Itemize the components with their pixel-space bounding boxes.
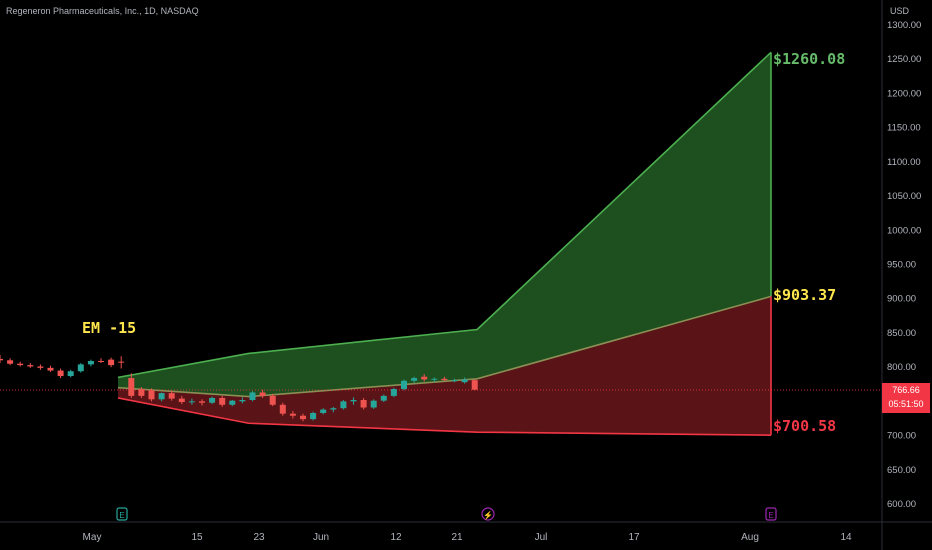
candle-body [451,380,458,382]
y-tick-label: 900.00 [887,294,916,305]
candle-body [380,395,387,401]
x-tick-label: 14 [840,532,852,543]
bar-countdown: 05:51:50 [888,399,924,409]
candle-body [158,393,165,400]
candle-body [219,397,226,405]
candle-body [199,401,205,403]
earnings-marker [481,507,495,521]
y-tick-label: 800.00 [887,362,916,373]
lower-band-area [118,296,771,436]
y-tick-label: 1200.00 [887,88,921,99]
candle-body [249,392,256,400]
candle-body [57,370,64,377]
candle-body [128,378,135,396]
candle-body [461,379,468,383]
x-tick-label: Jul [535,532,548,543]
candle-body [67,371,74,377]
candle-body [320,409,327,413]
candle-body [421,376,428,380]
y-tick-label: 1250.00 [887,54,921,65]
candle-body [138,389,145,396]
candle-body [17,363,24,366]
upper-band-label: $1260.08 [773,50,846,68]
candle-body [370,400,377,408]
x-tick-label: 23 [253,532,265,543]
candle-body [98,360,104,362]
candle-body [108,359,115,366]
candle-body [279,404,286,414]
candle-body [350,399,357,402]
x-tick-label: 17 [628,532,640,543]
event-marker-label: ⚡ [483,510,493,520]
candle-body [229,400,236,405]
candle-body [401,380,407,390]
upper-band-area [118,52,771,397]
mid-band-line [117,295,772,398]
earnings-marker [116,507,128,521]
candle-body [47,367,54,371]
candle-body [259,392,266,396]
candle-body [209,397,216,403]
candle-body [168,393,175,399]
y-tick-label: 650.00 [887,465,916,476]
y-tick-label: 850.00 [887,328,916,339]
x-tick-label: Jun [313,532,329,543]
x-tick-label: 15 [191,532,203,543]
y-tick-label: 1100.00 [887,157,921,168]
candle-body [188,401,195,403]
chart-title: Regeneron Pharmaceuticals, Inc., 1D, NAS… [6,6,199,16]
candle-body [431,378,438,380]
candle-body [411,378,418,381]
candle-body [289,413,296,416]
y-tick-label: 1000.00 [887,225,921,236]
candle-body [87,360,94,365]
em-annotation: EM -15 [82,319,137,337]
y-tick-label: 950.00 [887,260,916,271]
candle-body [390,389,397,396]
lower-band-label: $700.58 [773,417,837,435]
last-price-tag: 766.66 05:51:50 [882,383,930,413]
candle-body [27,365,34,367]
candle-body [0,358,3,361]
candle-body [239,399,246,402]
candle-body [441,378,448,381]
candle-body [7,360,14,364]
candle-body [77,364,84,372]
y-tick-label: 700.00 [887,431,916,442]
candle-body [37,366,44,368]
candle-body [148,390,155,400]
y-tick-label: 600.00 [887,499,916,510]
x-tick-label: May [83,532,102,543]
candle-body [310,412,317,420]
earnings-marker [765,507,777,521]
candle-body [300,415,306,420]
candle-body [118,361,125,363]
last-price-value: 766.66 [892,385,920,395]
mid-band-label: $903.37 [773,286,837,304]
lower-band-line [117,397,772,436]
x-tick-label: 21 [451,532,463,543]
candle-body [360,399,367,408]
x-tick-label: Aug [741,532,759,543]
event-marker-label: E [768,511,773,520]
y-tick-label: 1150.00 [887,123,921,134]
candle-body [471,380,478,390]
candle-body [330,408,337,410]
currency-label: USD [890,6,910,16]
candle-body [340,401,347,409]
y-tick-label: 1050.00 [887,191,921,202]
y-tick-label: 1300.00 [887,20,921,31]
candle-body [269,395,276,405]
upper-band-line [117,51,772,379]
event-marker-label: E [119,511,124,520]
candle-body [178,398,185,403]
x-tick-label: 12 [390,532,402,543]
